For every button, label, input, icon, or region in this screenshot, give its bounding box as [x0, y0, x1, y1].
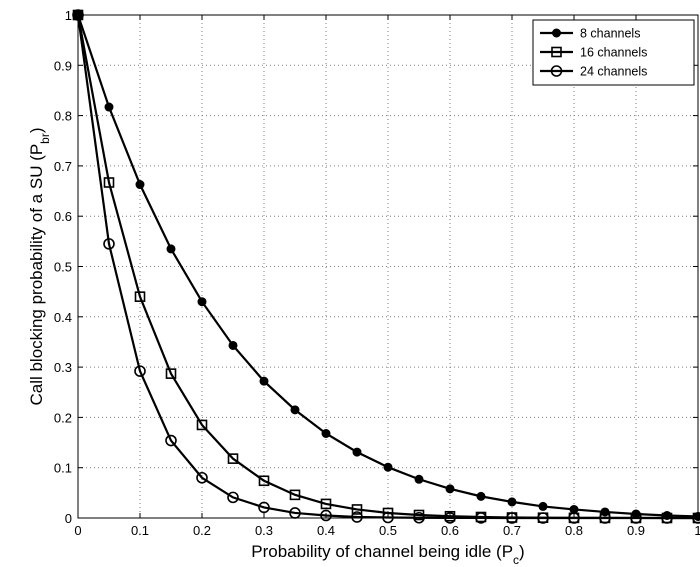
x-tick-label: 0.6 — [441, 523, 459, 538]
data-point — [475, 512, 487, 524]
x-tick-label: 0.2 — [193, 523, 211, 538]
data-point — [382, 511, 394, 524]
data-point — [352, 447, 362, 457]
data-point — [321, 428, 331, 438]
data-point — [351, 504, 363, 515]
data-point — [103, 177, 115, 188]
data-point — [227, 453, 239, 464]
data-point — [289, 507, 301, 519]
data-point — [196, 471, 208, 484]
legend-label: 16 channels — [580, 46, 647, 60]
y-tick-label: 0.1 — [54, 461, 72, 476]
x-tick-label: 0 — [74, 523, 81, 538]
y-tick-label: 0.9 — [54, 58, 72, 73]
data-point — [259, 376, 269, 386]
x-tick-label: 0.5 — [379, 523, 397, 538]
x-tick-label: 0.1 — [131, 523, 149, 538]
data-point — [507, 497, 517, 507]
data-point — [320, 509, 332, 522]
x-axis-label: Probability of channel being idle (Pc) — [251, 542, 524, 567]
data-point — [104, 102, 114, 112]
y-tick-label: 0.2 — [54, 410, 72, 425]
y-tick-label: 0.6 — [54, 209, 72, 224]
series-24-channels — [72, 9, 700, 524]
data-point — [568, 512, 580, 524]
data-point — [661, 512, 673, 524]
data-point — [72, 9, 84, 21]
data-point — [166, 244, 176, 254]
y-tick-label: 0.4 — [54, 310, 72, 325]
y-axis-label: Call blocking probability of a SU (Pbr) — [27, 127, 52, 405]
data-point — [630, 512, 642, 524]
legend-marker — [552, 28, 561, 38]
data-point — [227, 491, 239, 504]
series-group — [72, 9, 700, 524]
data-point — [289, 489, 301, 501]
y-tick-label: 0.5 — [54, 260, 72, 275]
data-point — [351, 511, 363, 523]
data-point — [538, 501, 548, 511]
data-point — [165, 434, 177, 447]
legend-entry: 24 channels — [540, 65, 647, 79]
legend-entry: 16 channels — [540, 46, 647, 60]
data-point — [445, 484, 455, 494]
data-point — [692, 512, 700, 524]
y-tick-label: 0.7 — [54, 159, 72, 174]
x-tick-label: 0.7 — [503, 523, 521, 538]
data-point — [444, 512, 456, 524]
data-point — [197, 297, 207, 307]
data-point — [506, 512, 518, 524]
data-point — [414, 474, 424, 484]
data-point — [320, 498, 332, 510]
series-line — [76, 14, 698, 520]
x-tick-label: 0.4 — [317, 523, 335, 538]
data-point — [165, 368, 177, 379]
series-8-channels — [73, 10, 700, 521]
x-tick-label: 0.8 — [565, 523, 583, 538]
data-point — [383, 462, 393, 472]
data-point — [258, 475, 270, 487]
data-point — [103, 238, 115, 250]
data-point — [599, 512, 611, 524]
axis-ticks: 0 0.1 0.2 0.3 0.4 0.5 0.6 0.7 0.8 0.9 1 0 0.1 0.2 0.3 0… — [54, 8, 700, 538]
legend-entry: 8 channels — [540, 27, 640, 41]
data-point — [135, 180, 145, 190]
legend: 8 channels 16 channels 24 channels — [532, 19, 695, 86]
legend-label: 24 channels — [580, 65, 647, 79]
data-point — [228, 340, 238, 350]
legend-label: 8 channels — [580, 27, 640, 41]
y-tick-label: 0 — [65, 511, 72, 526]
data-point — [476, 491, 486, 501]
data-point — [537, 512, 549, 524]
data-point — [290, 405, 300, 415]
y-tick-label: 1 — [65, 8, 72, 23]
x-tick-label: 1 — [694, 523, 700, 538]
data-point — [196, 419, 208, 431]
x-tick-label: 0.9 — [627, 523, 645, 538]
data-point — [258, 501, 270, 514]
x-tick-label: 0.3 — [255, 523, 273, 538]
legend-marker — [551, 46, 562, 58]
data-point — [413, 511, 425, 524]
data-point — [134, 291, 146, 302]
legend-marker — [550, 65, 563, 77]
y-tick-label: 0.8 — [54, 109, 72, 124]
grid — [78, 15, 698, 518]
y-tick-label: 0.3 — [54, 360, 72, 375]
data-point — [134, 365, 146, 377]
